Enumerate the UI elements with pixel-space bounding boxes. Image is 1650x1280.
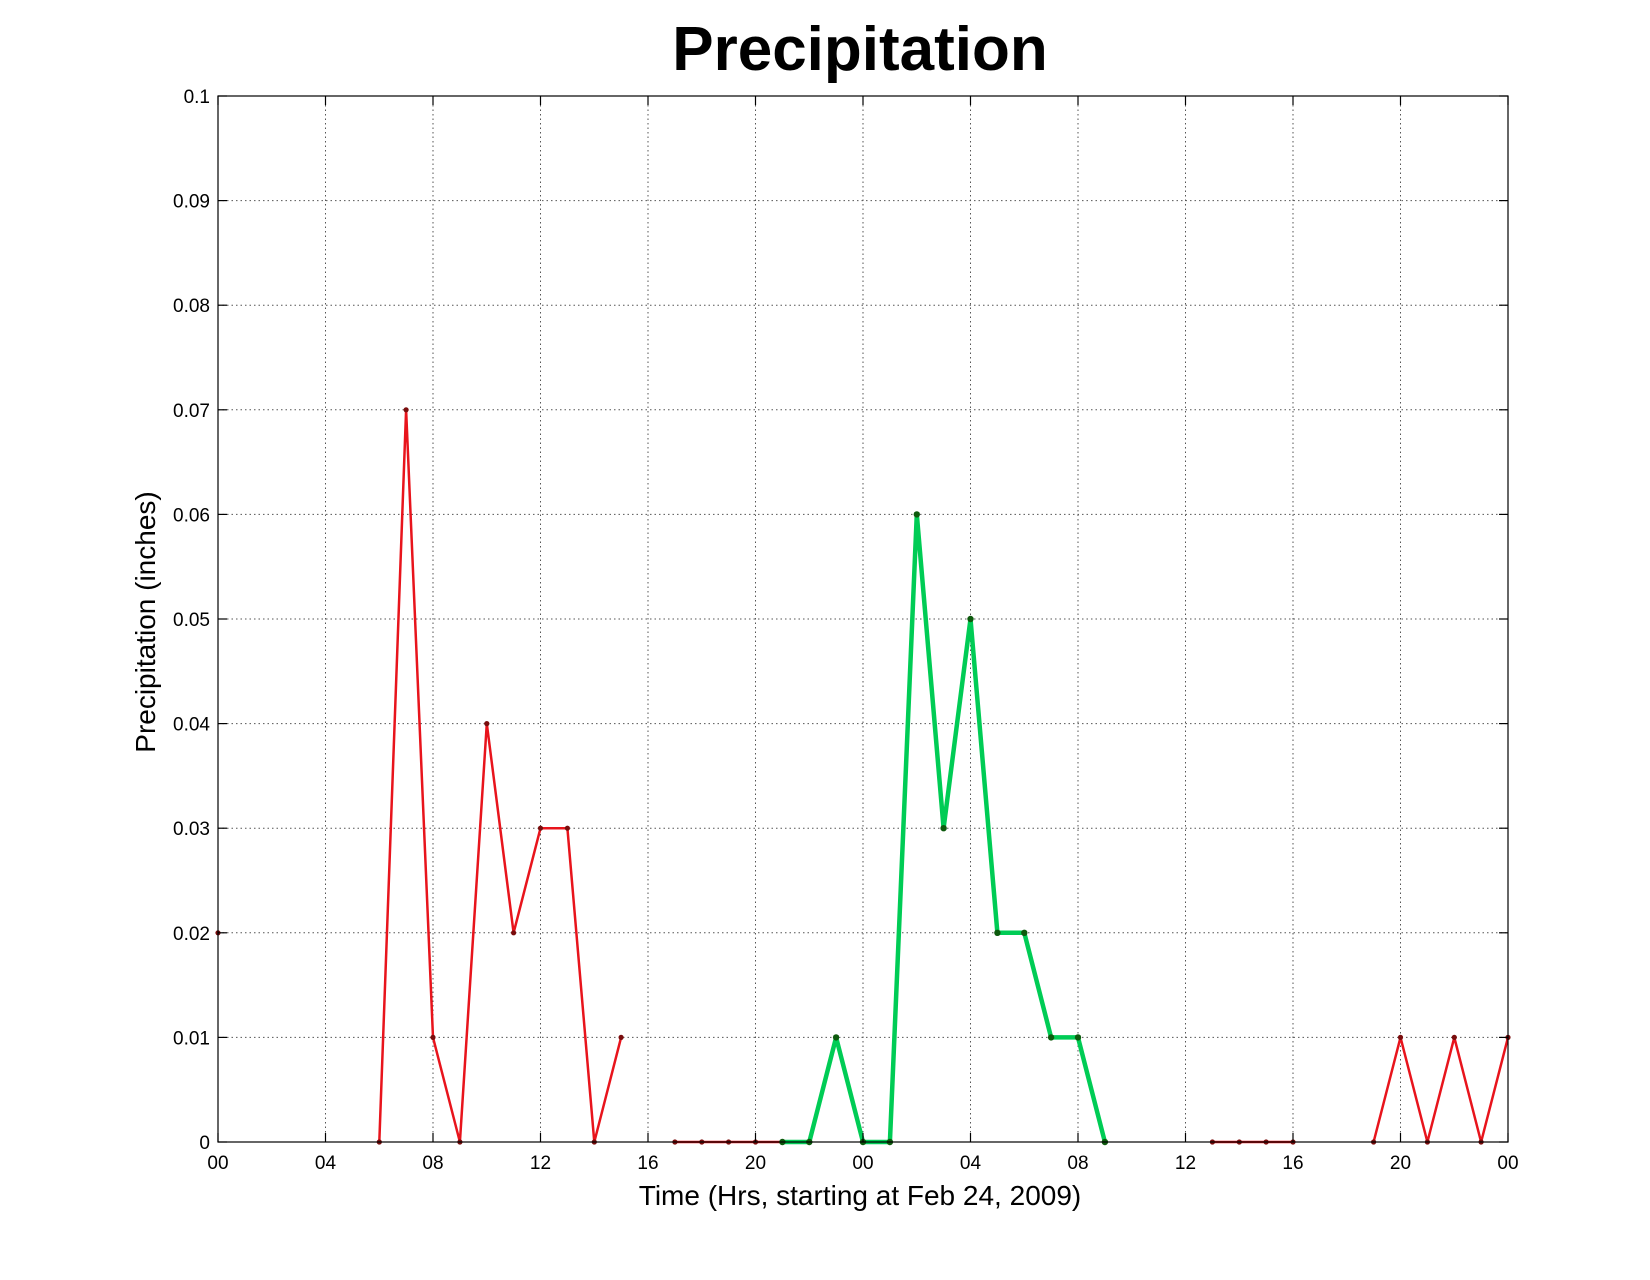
y-tick-label: 0.1 bbox=[184, 87, 210, 108]
series-0-line bbox=[378, 408, 623, 1144]
x-tick-label: 08 bbox=[422, 1153, 443, 1174]
y-axis-label: Precipitation (inches) bbox=[130, 491, 161, 752]
series-0-point bbox=[484, 721, 490, 727]
y-tick-label: 0.08 bbox=[173, 296, 210, 317]
y-tick-label: 0.07 bbox=[173, 401, 210, 422]
x-tick-label: 12 bbox=[530, 1153, 551, 1174]
x-tick-label: 20 bbox=[1390, 1153, 1411, 1174]
x-tick-label: 20 bbox=[745, 1153, 766, 1174]
series-1-point bbox=[913, 511, 920, 518]
tick-layer: 00 04 08 12 16 20 00 04 08 12 16 20 0000.010.020.030… bbox=[173, 87, 1519, 1174]
x-tick-label: 04 bbox=[960, 1153, 982, 1174]
series-0-point bbox=[1397, 1034, 1404, 1040]
y-tick-label: 0.04 bbox=[173, 715, 210, 736]
series-1-point bbox=[967, 615, 974, 623]
y-tick-label: 0.05 bbox=[173, 610, 210, 631]
y-tick-label: 0.01 bbox=[173, 1028, 210, 1049]
x-tick-label: 00 bbox=[852, 1153, 873, 1174]
x-tick-label: 08 bbox=[1067, 1153, 1088, 1174]
y-tick-label: 0.09 bbox=[173, 192, 210, 213]
series-0-point bbox=[430, 1034, 436, 1040]
x-tick-label: 00 bbox=[207, 1153, 228, 1174]
y-tick-label: 0.06 bbox=[173, 505, 210, 526]
x-axis-label: Time (Hrs, starting at Feb 24, 2009) bbox=[639, 1180, 1081, 1211]
x-tick-label: 04 bbox=[315, 1153, 337, 1174]
x-tick-label: 00 bbox=[1497, 1153, 1518, 1174]
series-1-point bbox=[994, 929, 1001, 936]
x-tick-label: 12 bbox=[1175, 1153, 1196, 1174]
series-0-point bbox=[618, 1034, 624, 1040]
series-1-point bbox=[832, 1034, 840, 1041]
y-tick-label: 0.02 bbox=[173, 924, 210, 945]
series-1-point bbox=[940, 825, 947, 832]
series-1-point bbox=[1074, 1034, 1082, 1041]
x-tick-label: 16 bbox=[1282, 1153, 1303, 1174]
y-tick-label: 0 bbox=[199, 1133, 210, 1154]
series-0-point bbox=[403, 407, 409, 413]
series-0-point bbox=[537, 825, 544, 831]
series-1-point bbox=[1047, 1034, 1055, 1041]
series-0-line bbox=[1372, 1036, 1510, 1144]
series-0-point bbox=[510, 930, 517, 936]
x-tick-label: 16 bbox=[637, 1153, 658, 1174]
series-0-point bbox=[1451, 1034, 1457, 1040]
series-1-point bbox=[1021, 929, 1028, 936]
chart-title: Precipitation bbox=[672, 15, 1048, 84]
y-tick-label: 0.03 bbox=[173, 819, 210, 840]
series-0-point bbox=[564, 825, 571, 831]
